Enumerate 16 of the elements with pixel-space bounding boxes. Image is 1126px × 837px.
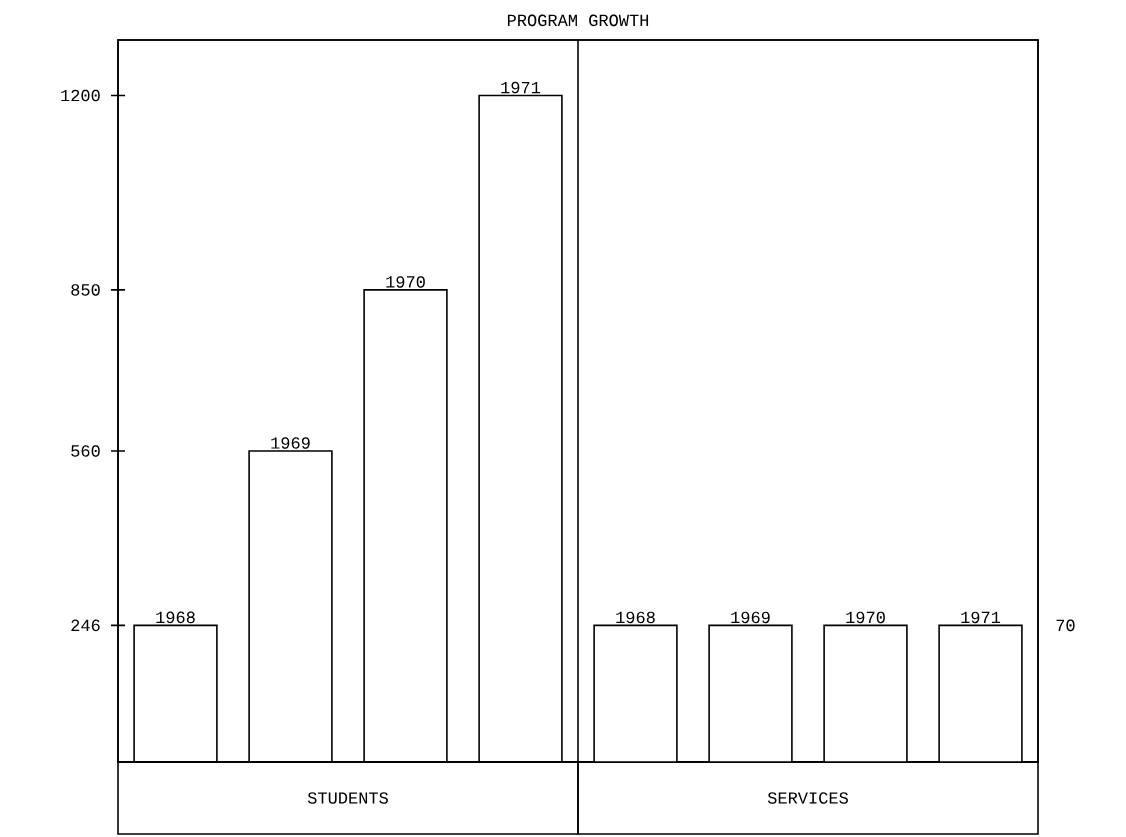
y-tick-label: 560 <box>71 445 100 457</box>
x-tick-label: 1969 <box>271 437 310 449</box>
x-tick-label: 1969 <box>731 611 770 624</box>
text: SERVICES <box>767 792 848 804</box>
x-tick-label: 1971 <box>961 611 1001 624</box>
x-tick-label: 1968 <box>156 611 195 624</box>
y-tick-label: 246 <box>71 619 100 632</box>
text: STUDENTS <box>307 792 388 804</box>
x-tick-label: 1968 <box>616 611 655 624</box>
y-tick-label: 1200 <box>61 89 100 102</box>
x-tick-label: 1971 <box>501 81 541 94</box>
chart-title: PROGRAM GROWTH <box>507 14 649 27</box>
x-tick-label: 1970 <box>386 276 425 288</box>
x-tick-label: 1970 <box>846 611 885 624</box>
y2-tick-label: 70 <box>1056 619 1075 632</box>
y-tick-label: 850 <box>71 284 100 296</box>
